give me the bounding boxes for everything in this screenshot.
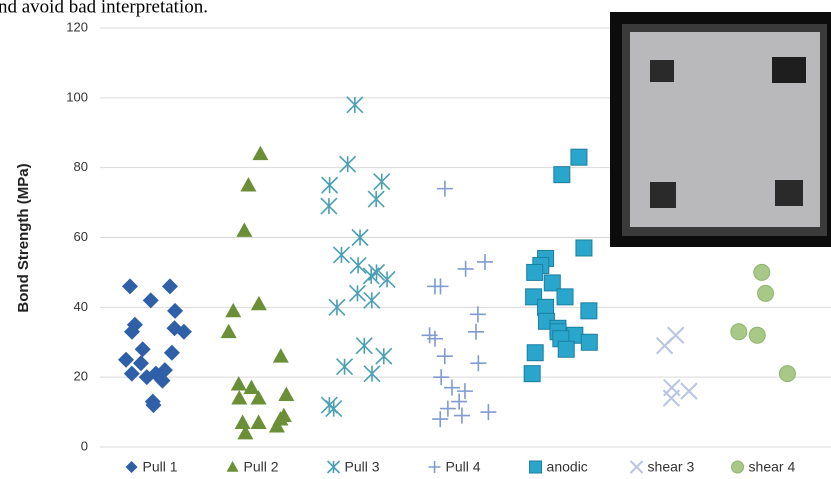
point	[356, 338, 372, 354]
legend-label: Pull 2	[244, 459, 279, 475]
point	[143, 292, 159, 308]
point	[221, 324, 237, 338]
point	[273, 348, 289, 362]
point	[376, 348, 392, 364]
point	[576, 240, 592, 256]
point	[364, 292, 380, 308]
legend-label: Pull 4	[446, 459, 481, 475]
point	[164, 345, 180, 361]
legend-marker	[732, 461, 744, 473]
y-tick-label: 0	[81, 438, 88, 453]
point	[749, 327, 765, 343]
legend-label: Pull 1	[143, 459, 178, 475]
point	[480, 404, 496, 420]
point	[368, 191, 384, 207]
point	[326, 401, 342, 417]
point	[558, 341, 574, 357]
point	[657, 338, 673, 354]
legend-marker	[126, 461, 138, 473]
point	[340, 156, 356, 172]
point	[527, 264, 543, 280]
point	[122, 278, 138, 294]
point	[133, 355, 149, 371]
point	[468, 324, 484, 340]
point	[779, 366, 795, 382]
point	[554, 167, 570, 183]
y-axis-label: Bond Strength (MPa)	[15, 163, 32, 312]
point	[379, 271, 395, 287]
point	[444, 380, 460, 396]
point	[470, 355, 486, 371]
point	[251, 296, 267, 310]
point	[252, 146, 268, 160]
point	[437, 181, 453, 197]
point	[124, 366, 140, 382]
point	[681, 383, 697, 399]
legend-label: Pull 3	[345, 459, 380, 475]
point	[470, 306, 486, 322]
point	[731, 324, 747, 340]
legend-label: shear 3	[648, 459, 695, 475]
y-tick-label: 60	[74, 229, 88, 244]
point	[162, 278, 178, 294]
point	[581, 303, 597, 319]
point	[571, 149, 587, 165]
y-tick-label: 100	[66, 89, 88, 104]
point	[454, 408, 470, 424]
legend-marker	[631, 461, 643, 473]
point	[524, 366, 540, 382]
point	[231, 376, 247, 390]
point	[347, 97, 363, 113]
y-tick-label: 80	[74, 159, 88, 174]
point	[437, 348, 453, 364]
point	[225, 303, 241, 317]
point	[350, 257, 366, 273]
point	[235, 415, 251, 429]
point	[433, 369, 449, 385]
point	[758, 285, 774, 301]
point	[527, 345, 543, 361]
y-tick-label: 20	[74, 369, 88, 384]
inset-photo	[610, 12, 831, 247]
y-tick-label: 40	[74, 299, 88, 314]
point	[458, 261, 474, 277]
point	[440, 401, 456, 417]
point	[333, 247, 349, 263]
point	[321, 198, 337, 214]
point	[557, 289, 573, 305]
legend-marker	[227, 461, 239, 472]
point	[477, 254, 493, 270]
legend-marker	[328, 461, 340, 473]
point	[118, 352, 134, 368]
page-text: nd avoid bad interpretation.	[0, 0, 208, 17]
legend-label: anodic	[547, 459, 588, 475]
point	[581, 334, 597, 350]
point	[374, 174, 390, 190]
point	[236, 223, 252, 237]
legend-marker	[530, 461, 542, 473]
point	[349, 285, 365, 301]
point	[432, 411, 448, 427]
chart: nd avoid bad interpretation. Bond Streng…	[0, 0, 831, 479]
point	[240, 177, 256, 191]
point	[278, 387, 294, 401]
point	[322, 177, 338, 193]
point	[754, 264, 770, 280]
point	[364, 366, 380, 382]
legend-marker	[429, 461, 441, 473]
legend-label: shear 4	[749, 459, 796, 475]
y-tick-label: 120	[66, 19, 88, 34]
point	[663, 390, 679, 406]
point	[337, 359, 353, 375]
page: {"page_text": "nd avoid bad interpretati…	[0, 0, 831, 479]
point	[167, 303, 183, 319]
point	[251, 415, 267, 429]
point	[243, 380, 259, 394]
point	[135, 341, 151, 357]
